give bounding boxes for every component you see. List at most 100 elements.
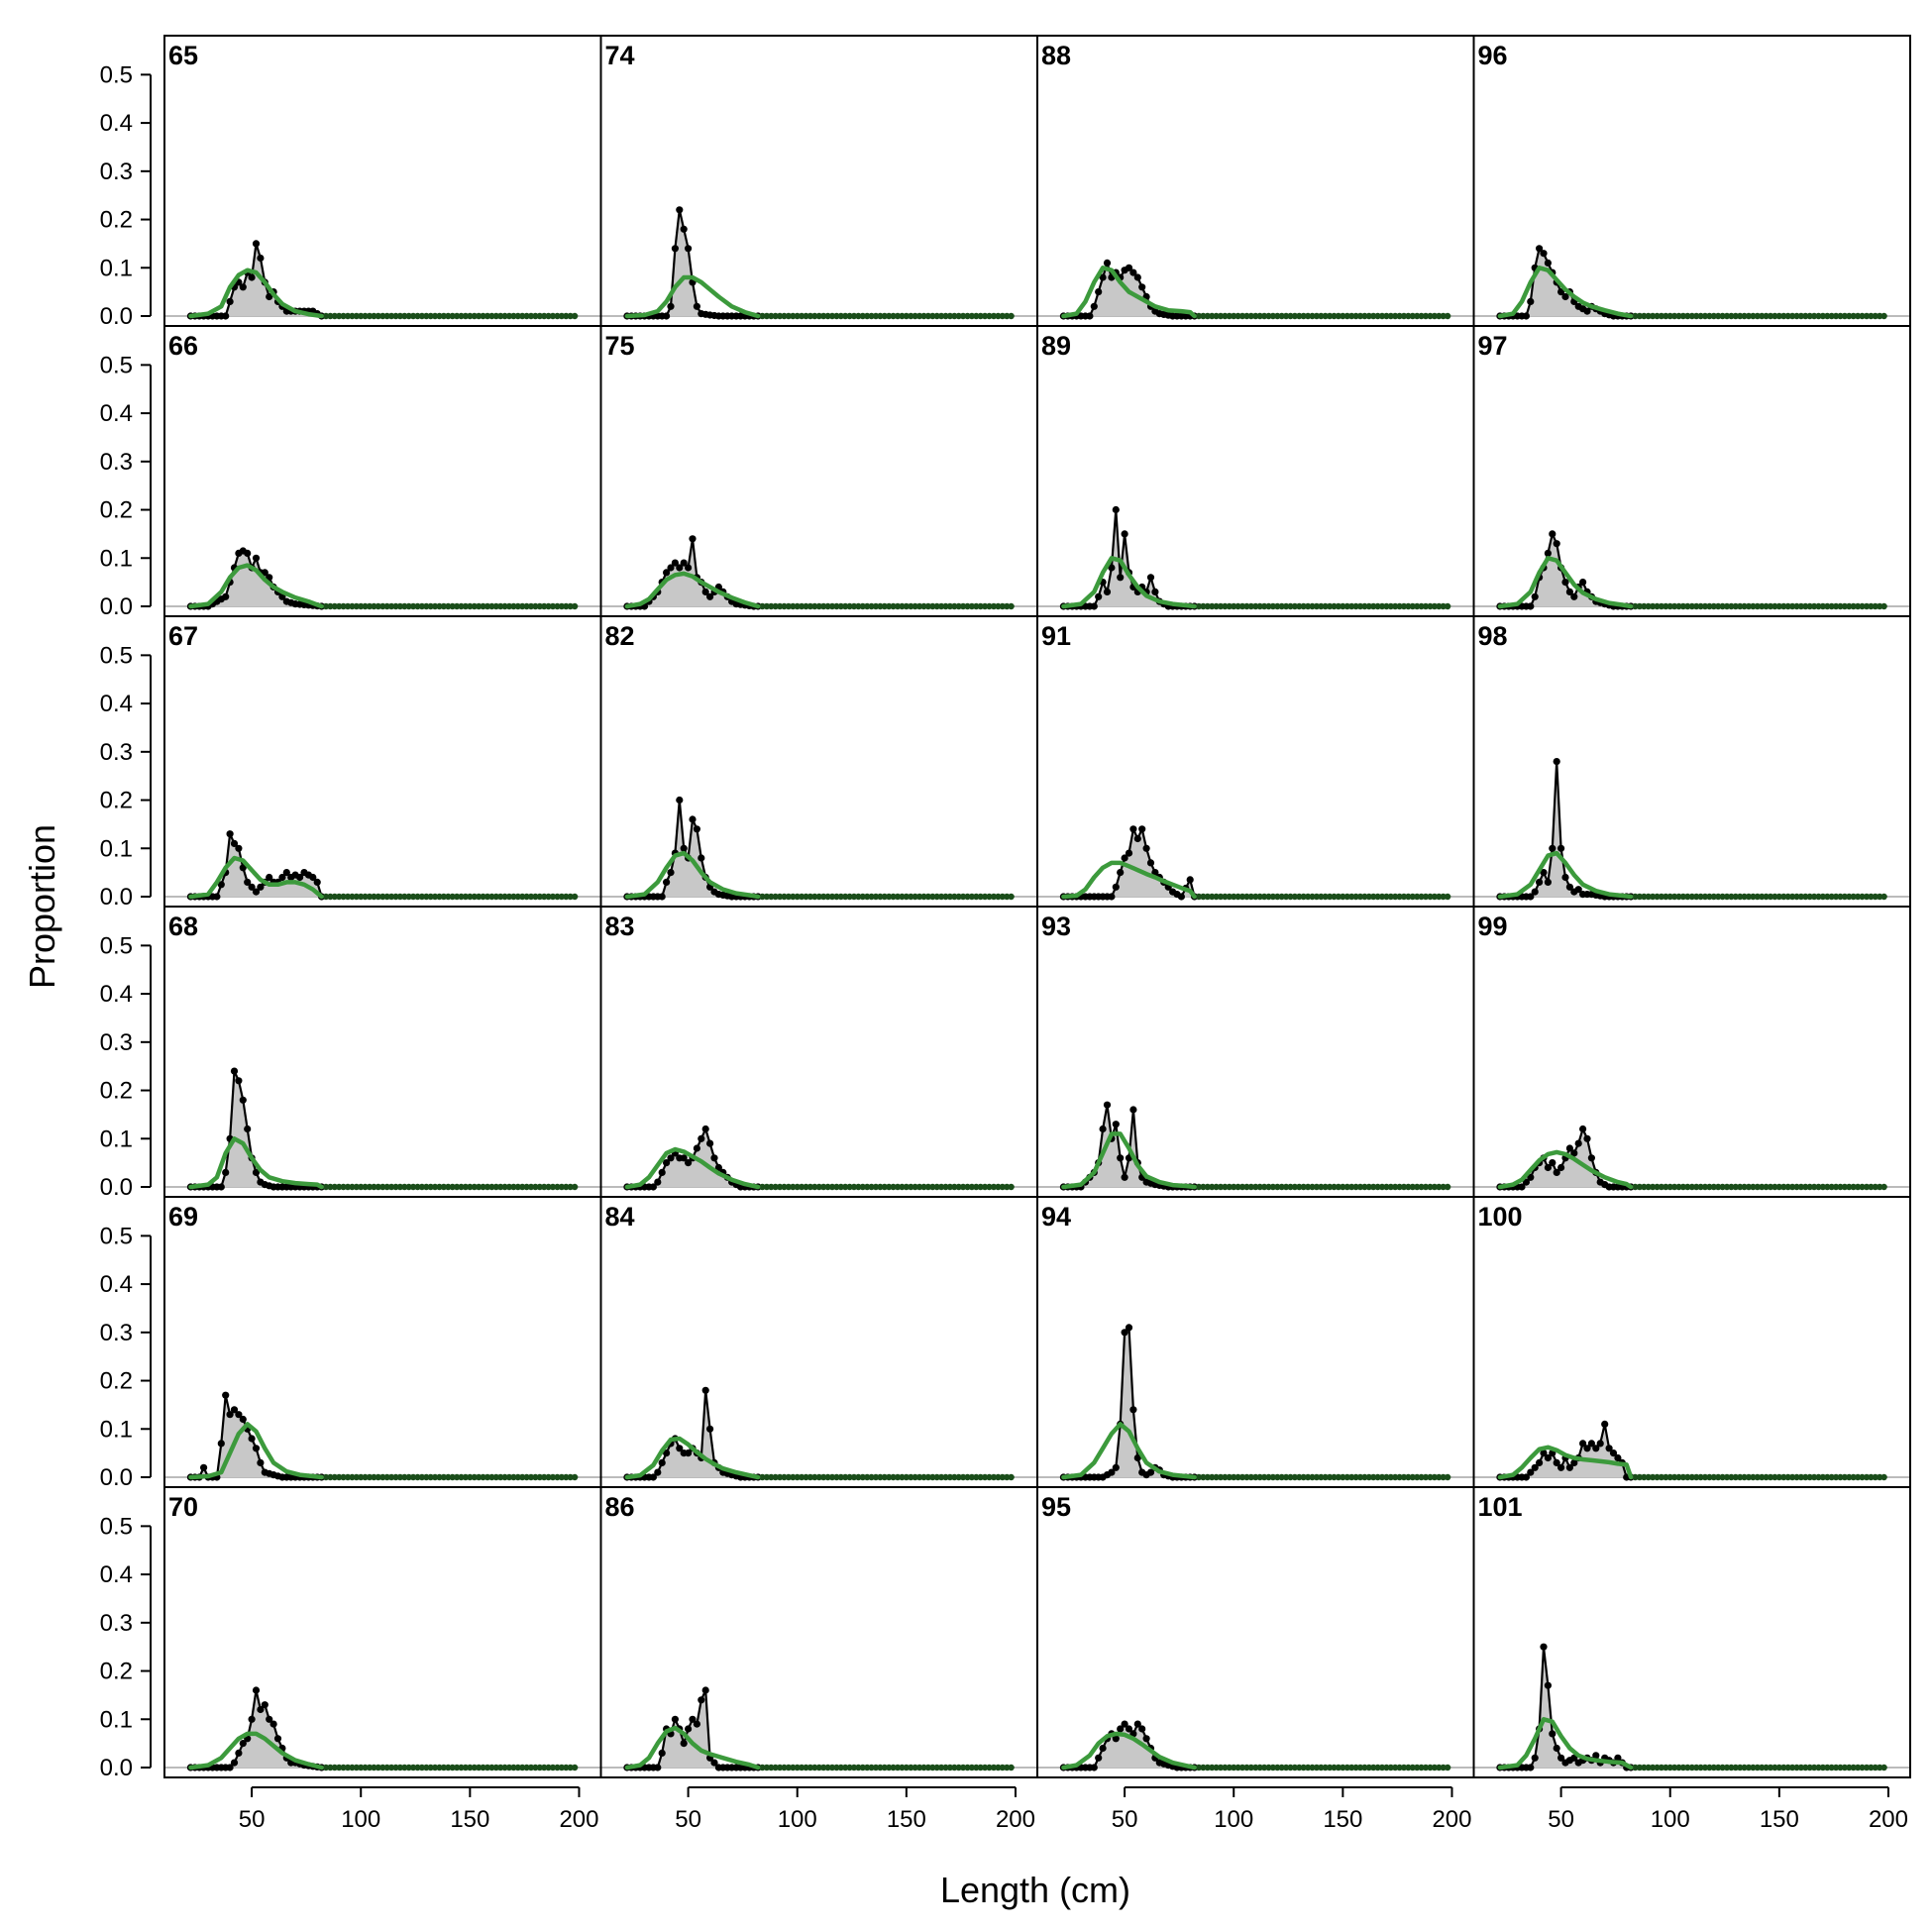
observed-point xyxy=(1767,893,1774,901)
y-tick-label: 0.5 xyxy=(100,352,133,378)
observed-point xyxy=(1754,312,1762,320)
observed-point xyxy=(1318,1183,1325,1191)
observed-point xyxy=(217,1440,225,1448)
observed-point xyxy=(1247,312,1255,320)
observed-point xyxy=(846,1183,853,1191)
observed-point xyxy=(257,1458,265,1466)
observed-point xyxy=(492,312,499,320)
observed-point xyxy=(501,1473,508,1481)
observed-point xyxy=(1759,602,1766,610)
observed-area xyxy=(190,243,322,316)
observed-point xyxy=(1719,1473,1726,1481)
observed-point xyxy=(549,1473,557,1481)
observed-point xyxy=(859,1764,866,1771)
observed-point xyxy=(899,1764,906,1771)
observed-point xyxy=(973,602,980,610)
observed-point xyxy=(1256,602,1263,610)
observed-point xyxy=(1004,1183,1011,1191)
observed-point xyxy=(1715,1183,1722,1191)
observed-point xyxy=(864,312,871,320)
observed-point xyxy=(946,1183,954,1191)
observed-point xyxy=(959,312,967,320)
observed-point xyxy=(1343,1764,1351,1771)
observed-point xyxy=(1231,602,1237,610)
observed-point xyxy=(1632,602,1639,610)
observed-point xyxy=(842,1764,849,1771)
observed-point xyxy=(1125,264,1133,271)
observed-point xyxy=(955,893,962,901)
observed-point xyxy=(545,602,552,610)
observed-point xyxy=(811,1473,818,1481)
observed-point xyxy=(912,1473,918,1481)
observed-points xyxy=(623,1686,1015,1771)
observed-point xyxy=(1427,1473,1434,1481)
observed-point xyxy=(1872,1473,1879,1481)
observed-point xyxy=(1318,893,1325,901)
x-tick-label: 200 xyxy=(559,1806,598,1833)
y-tick-label: 0.5 xyxy=(100,642,133,669)
observed-point xyxy=(929,893,936,901)
observed-point xyxy=(1331,1183,1338,1191)
observed-point xyxy=(990,602,998,610)
observed-point xyxy=(401,602,408,610)
observed-point xyxy=(567,312,574,320)
observed-point xyxy=(959,1764,967,1771)
observed-point xyxy=(1356,602,1364,610)
x-tick-label: 100 xyxy=(1214,1806,1253,1833)
observed-point xyxy=(768,1764,775,1771)
observed-point xyxy=(1326,1764,1334,1771)
y-tick-label: 0.2 xyxy=(100,497,133,524)
observed-point xyxy=(903,1764,910,1771)
expected-line xyxy=(1497,1717,1634,1771)
observed-point xyxy=(1226,602,1234,610)
panel-label: 99 xyxy=(1478,912,1508,941)
observed-point xyxy=(1565,588,1573,596)
observed-point xyxy=(1658,602,1665,610)
observed-point xyxy=(222,592,230,600)
observed-point xyxy=(820,312,827,320)
observed-point xyxy=(1719,1764,1726,1771)
observed-point xyxy=(1846,1183,1853,1191)
observed-point xyxy=(1641,893,1648,901)
observed-point xyxy=(1863,893,1871,901)
observed-point xyxy=(401,312,408,320)
observed-point xyxy=(1304,1473,1312,1481)
observed-point xyxy=(405,893,412,901)
observed-point xyxy=(379,312,386,320)
observed-point xyxy=(1234,312,1241,320)
observed-point xyxy=(1352,1473,1359,1481)
observed-point xyxy=(257,883,265,891)
observed-point xyxy=(239,283,247,291)
observed-point xyxy=(837,893,844,901)
observed-point xyxy=(536,312,543,320)
observed-point xyxy=(1697,1764,1704,1771)
observed-point xyxy=(1177,893,1185,901)
observed-point xyxy=(1243,893,1250,901)
observed-point xyxy=(824,893,831,901)
observed-point xyxy=(1348,602,1355,610)
observed-point xyxy=(1361,1473,1368,1481)
observed-point xyxy=(693,1144,701,1152)
x-tick-label: 150 xyxy=(1323,1806,1362,1833)
observed-point xyxy=(536,1183,543,1191)
observed-point xyxy=(497,1764,504,1771)
observed-point xyxy=(1767,1473,1774,1481)
observed-point xyxy=(488,1183,495,1191)
observed-point xyxy=(383,1473,390,1481)
observed-point xyxy=(1378,312,1386,320)
observed-point xyxy=(1557,1163,1565,1172)
observed-point xyxy=(955,1473,962,1481)
x-tick-label: 200 xyxy=(1869,1806,1908,1833)
observed-point xyxy=(1654,1183,1661,1191)
observed-point xyxy=(462,1764,470,1771)
observed-point xyxy=(1763,893,1770,901)
observed-point xyxy=(1706,312,1713,320)
observed-point xyxy=(1008,1473,1015,1481)
observed-point xyxy=(396,1183,404,1191)
observed-point xyxy=(1431,1764,1439,1771)
observed-point xyxy=(1348,1764,1355,1771)
observed-point xyxy=(1422,312,1430,320)
observed-point xyxy=(1340,312,1346,320)
observed-point xyxy=(1008,1764,1015,1771)
observed-point xyxy=(1583,1134,1591,1142)
